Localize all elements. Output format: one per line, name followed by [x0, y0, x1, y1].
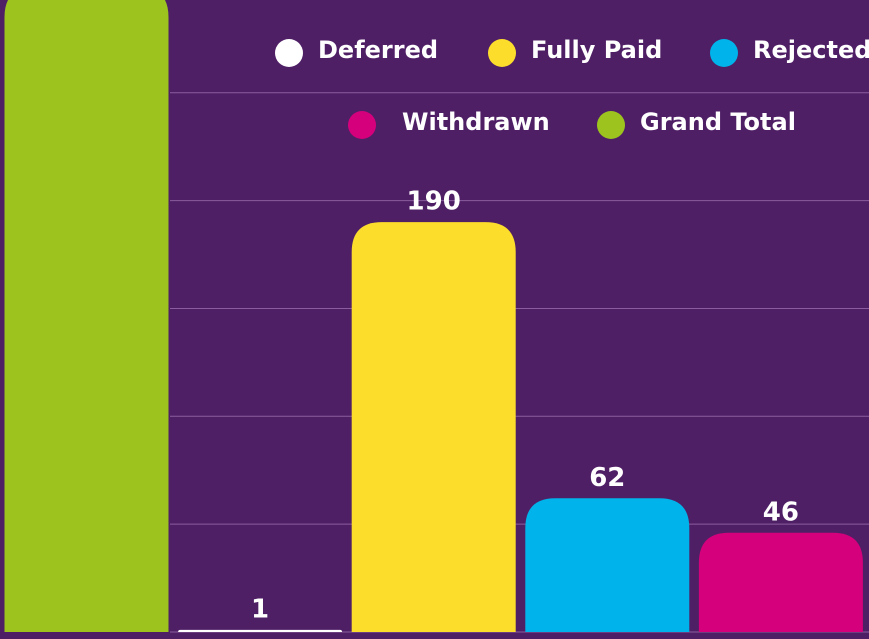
data-label: 190: [407, 187, 461, 217]
legend-swatch: [488, 39, 516, 67]
bar: [525, 498, 690, 632]
bar: [351, 222, 516, 632]
legend-label: Grand Total: [640, 108, 796, 136]
data-label: 1: [251, 594, 269, 624]
data-label: 46: [763, 497, 799, 527]
legend-swatch: [348, 111, 376, 139]
bar: [4, 0, 169, 632]
legend-label: Withdrawn: [402, 108, 550, 136]
legend-swatch: [275, 39, 303, 67]
bar: [178, 629, 343, 632]
data-label: 62: [589, 463, 625, 493]
legend-swatch: [710, 39, 738, 67]
legend-swatch: [597, 111, 625, 139]
bar: [698, 532, 863, 632]
legend-label: Fully Paid: [531, 36, 662, 64]
legend-label: Rejected: [753, 36, 869, 64]
legend-label: Deferred: [318, 36, 438, 64]
